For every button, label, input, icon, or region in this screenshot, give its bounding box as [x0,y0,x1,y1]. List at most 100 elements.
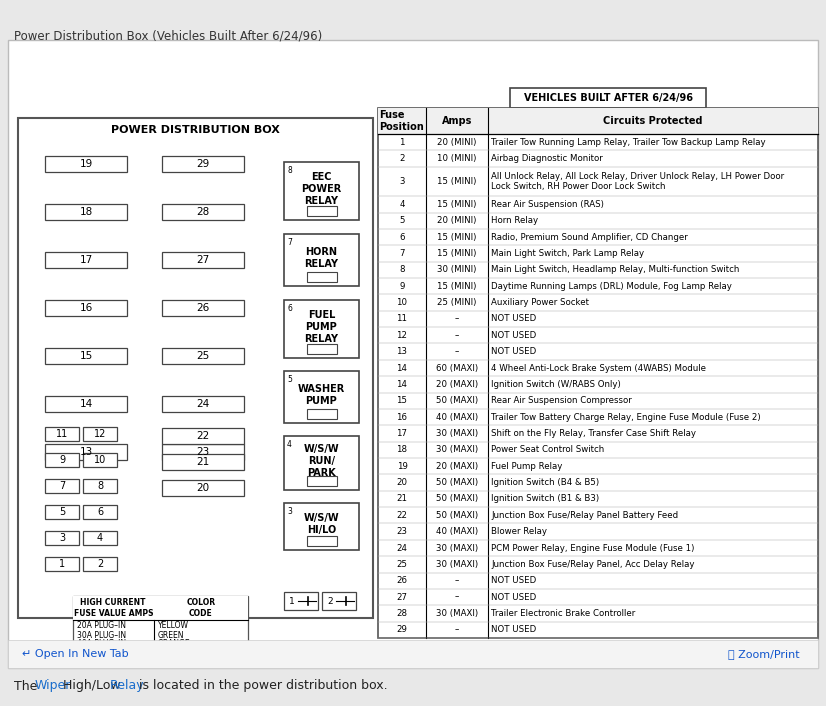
Text: W/S/W
RUN/
PARK: W/S/W RUN/ PARK [304,444,339,478]
Text: Power Distribution Box (Vehicles Built After 6/24/96): Power Distribution Box (Vehicles Built A… [14,30,322,42]
Text: Radio, Premium Sound Amplifier, CD Changer: Radio, Premium Sound Amplifier, CD Chang… [491,232,688,241]
Text: 🔍 Zoom/Print: 🔍 Zoom/Print [729,649,800,659]
Text: 15 (MINI): 15 (MINI) [437,200,477,209]
Bar [162,300,244,316]
Text: NOT USED: NOT USED [491,626,536,634]
Text: NOT USED: NOT USED [491,576,536,585]
Text: 18: 18 [396,445,407,455]
Text: Fuse
Position: Fuse Position [380,110,425,132]
Text: 7: 7 [399,249,405,258]
Text: NOT USED: NOT USED [491,592,536,602]
Bar [83,505,117,519]
Text: 1: 1 [399,138,405,147]
Bar [45,444,127,460]
Text: 60 (MAXI): 60 (MAXI) [436,364,478,373]
Text: 20 (MINI): 20 (MINI) [437,138,477,147]
Text: 50 (MAXI): 50 (MAXI) [436,510,478,520]
Bar [284,300,359,358]
Text: 23: 23 [396,527,407,536]
Text: 25: 25 [396,560,407,569]
Text: 14: 14 [396,364,407,373]
Text: ORANGE: ORANGE [158,640,190,649]
Bar [162,428,244,444]
Bar [284,592,318,610]
Text: Blower Relay: Blower Relay [491,527,547,536]
Text: 20 (MAXI): 20 (MAXI) [436,462,478,471]
Bar [306,344,336,354]
Bar [284,371,359,423]
Bar [378,108,818,638]
Text: Horn Relay: Horn Relay [491,216,538,225]
Text: 3: 3 [287,507,292,516]
Text: 4: 4 [287,440,292,449]
Text: 28: 28 [396,609,407,618]
Text: PCM Power Relay, Engine Fuse Module (Fuse 1): PCM Power Relay, Engine Fuse Module (Fus… [491,544,695,553]
Text: 40 (MAXI): 40 (MAXI) [436,412,478,421]
Bar [83,557,117,571]
Text: W/S/W
HI/LO: W/S/W HI/LO [304,513,339,535]
Bar [45,427,79,441]
Text: Main Light Switch, Headlamp Relay, Multi-function Switch: Main Light Switch, Headlamp Relay, Multi… [491,265,739,275]
Text: 8: 8 [97,481,103,491]
Text: 50 (MAXI): 50 (MAXI) [436,478,478,487]
Text: Shift on the Fly Relay, Transfer Case Shift Relay: Shift on the Fly Relay, Transfer Case Sh… [491,429,696,438]
Text: Auxiliary Power Socket: Auxiliary Power Socket [491,298,589,307]
Text: 40 (MAXI): 40 (MAXI) [436,527,478,536]
Text: 8: 8 [399,265,405,275]
Text: Trailer Tow Running Lamp Relay, Trailer Tow Backup Lamp Relay: Trailer Tow Running Lamp Relay, Trailer … [491,138,766,147]
Text: 5: 5 [399,216,405,225]
Text: Rear Air Suspension Compressor: Rear Air Suspension Compressor [491,396,632,405]
Text: NOT USED: NOT USED [491,331,536,340]
Text: Trailer Tow Battery Charge Relay, Engine Fuse Module (Fuse 2): Trailer Tow Battery Charge Relay, Engine… [491,412,761,421]
Text: 14: 14 [396,380,407,389]
Text: POWER DISTRIBUTION BOX: POWER DISTRIBUTION BOX [111,125,280,135]
Text: Ignition Switch (W/RABS Only): Ignition Switch (W/RABS Only) [491,380,621,389]
Bar [284,162,359,220]
Text: 15: 15 [79,351,93,361]
Text: 5: 5 [59,507,65,517]
Text: 1: 1 [59,559,65,569]
Bar [45,300,127,316]
Text: 15 (MINI): 15 (MINI) [437,232,477,241]
Text: 29: 29 [197,159,210,169]
Text: 13: 13 [396,347,407,356]
Text: Power Seat Control Switch: Power Seat Control Switch [491,445,605,455]
Text: 14: 14 [79,399,93,409]
Text: EEC
POWER
RELAY: EEC POWER RELAY [301,172,342,206]
Text: 4 Wheel Anti-Lock Brake System (4WABS) Module: 4 Wheel Anti-Lock Brake System (4WABS) M… [491,364,706,373]
Text: Trailer Electronic Brake Controller: Trailer Electronic Brake Controller [491,609,635,618]
Bar [8,640,818,668]
Text: 30 (MAXI): 30 (MAXI) [436,560,478,569]
Text: 22: 22 [197,431,210,441]
Bar [162,396,244,412]
Bar [8,40,818,668]
Text: 26: 26 [396,576,407,585]
Text: 30 (MAXI): 30 (MAXI) [436,445,478,455]
Text: The: The [14,679,41,693]
Bar [45,396,127,412]
Text: Ignition Switch (B1 & B3): Ignition Switch (B1 & B3) [491,494,599,503]
Text: 7: 7 [59,481,65,491]
Text: Amps: Amps [442,116,472,126]
Text: ↵ Open In New Tab: ↵ Open In New Tab [22,649,129,659]
Text: 10: 10 [94,455,106,465]
Bar [306,272,336,282]
Text: 20: 20 [197,483,210,493]
Text: –: – [455,314,459,323]
Text: 6: 6 [97,507,103,517]
Text: –: – [455,576,459,585]
Text: 4: 4 [97,533,103,543]
Text: –: – [455,331,459,340]
Text: 20 (MINI): 20 (MINI) [437,216,477,225]
Bar [322,592,356,610]
Bar [162,156,244,172]
Text: 27: 27 [396,592,407,602]
Bar [162,480,244,496]
Text: 19: 19 [79,159,93,169]
Bar [83,427,117,441]
Text: 28: 28 [197,207,210,217]
Text: 15 (MINI): 15 (MINI) [437,282,477,291]
Text: 16: 16 [79,303,93,313]
Text: Main Light Switch, Park Lamp Relay: Main Light Switch, Park Lamp Relay [491,249,644,258]
Text: 9: 9 [399,282,405,291]
